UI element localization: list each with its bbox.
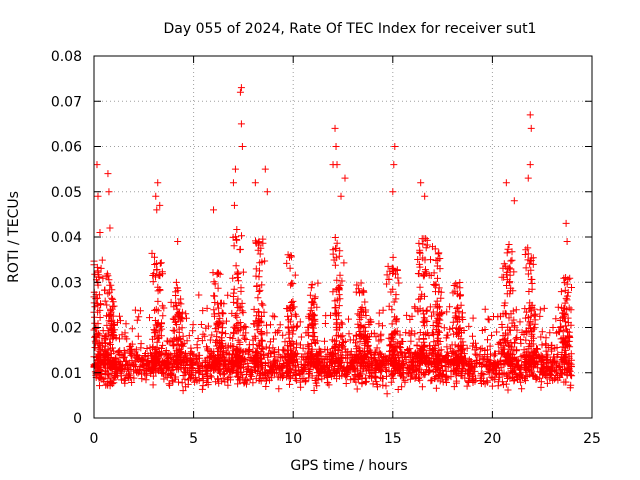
- roti-peak-point: [174, 238, 182, 246]
- roti-peak-point: [263, 188, 271, 196]
- roti-peak-point: [251, 179, 259, 187]
- x-axis-label: GPS time / hours: [290, 458, 407, 474]
- y-tick-label: 0.05: [51, 185, 82, 201]
- roti-peak-point: [526, 161, 534, 169]
- y-axis-label: ROTI / TECUs: [6, 191, 22, 283]
- y-tick-label: 0: [73, 411, 82, 427]
- roti-peak-point: [230, 201, 238, 209]
- roti-peak-point: [337, 192, 345, 200]
- roti-peak-point: [237, 120, 245, 128]
- x-tick-label: 10: [284, 431, 302, 447]
- roti-peak-point: [210, 206, 218, 214]
- roti-point-cloud: [90, 226, 576, 398]
- x-tick-label: 0: [90, 431, 99, 447]
- axis-ticks: [93, 55, 593, 419]
- x-tick-label: 20: [483, 431, 501, 447]
- roti-peak-point: [389, 188, 397, 196]
- chart-title: Day 055 of 2024, Rate Of TEC Index for r…: [164, 21, 537, 37]
- roti-peak-point: [93, 161, 101, 169]
- roti-peak-point: [331, 124, 339, 132]
- roti-peak-point: [94, 192, 102, 200]
- roti-peak-point: [105, 188, 113, 196]
- y-tick-label: 0.01: [51, 366, 82, 382]
- roti-peak-point: [106, 224, 114, 232]
- roti-peak-point: [237, 84, 245, 92]
- tick-labels: 0 5 10 15 20 25 0 0.01 0.02 0.03 0.04 0.05 0.06 0.07 0…: [51, 49, 601, 447]
- roti-peak-point: [96, 228, 104, 236]
- roti-peak-point: [526, 111, 534, 119]
- roti-peak-point: [421, 192, 429, 200]
- roti-peak-point: [417, 179, 425, 187]
- roti-peak-point: [563, 238, 571, 246]
- roti-peak-point: [104, 170, 112, 178]
- x-tick-label: 5: [189, 431, 198, 447]
- roti-peak-point: [333, 161, 341, 169]
- roti-peak-point: [152, 192, 160, 200]
- roti-peak-point: [236, 88, 244, 96]
- x-tick-label: 25: [583, 431, 601, 447]
- y-tick-label: 0.03: [51, 275, 82, 291]
- y-tick-label: 0.06: [51, 140, 82, 156]
- y-tick-label: 0.07: [51, 94, 82, 110]
- roti-peak-point: [261, 165, 269, 173]
- roti-peak-point: [390, 161, 398, 169]
- y-tick-label: 0.02: [51, 321, 82, 337]
- roti-peak-point: [153, 206, 161, 214]
- roti-peak-point: [238, 143, 246, 150]
- roti-peak-point: [562, 219, 570, 227]
- x-tick-label: 15: [384, 431, 402, 447]
- roti-peak-point: [527, 124, 535, 132]
- roti-peak-point: [391, 143, 399, 150]
- roti-peak-point: [341, 174, 349, 182]
- y-tick-label: 0.08: [51, 49, 82, 65]
- roti-peak-point: [156, 201, 164, 209]
- roti-peak-point: [502, 179, 510, 187]
- roti-peak-point: [231, 165, 239, 173]
- y-tick-label: 0.04: [51, 230, 82, 246]
- roti-peak-point: [524, 174, 532, 182]
- roti-peak-point: [154, 179, 162, 187]
- data-points: [90, 84, 576, 398]
- roti-peak-point: [332, 143, 340, 150]
- roti-peak-point: [510, 197, 518, 205]
- roti-peak-point: [229, 179, 237, 187]
